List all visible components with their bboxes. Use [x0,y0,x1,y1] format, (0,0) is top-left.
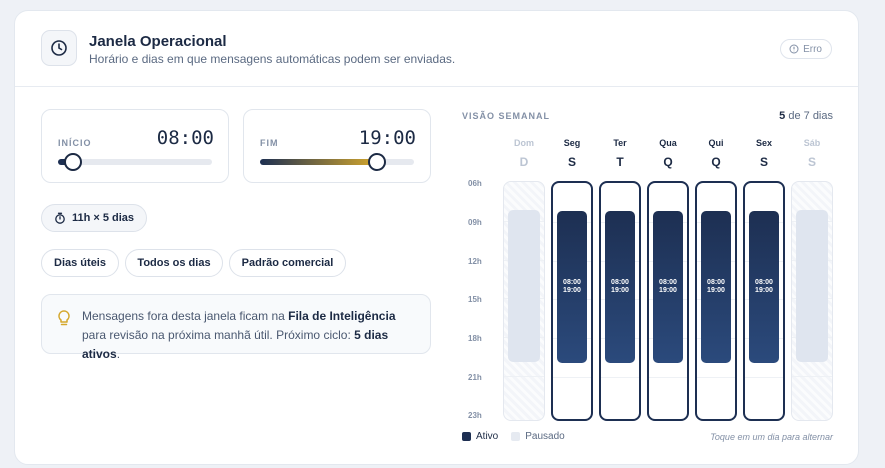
block-start-time: 08:00 [707,279,725,287]
active-time-block: 08:00 19:00 [653,210,683,364]
toggle-hint: Toque em um dia para alternar [710,432,833,442]
day-column-toggle[interactable] [791,181,833,421]
intelligence-queue-highlight: Fila de Inteligência [288,309,396,323]
day-column-toggle[interactable]: 08:00 19:00 [599,181,641,421]
next-cycle-value: 5 dias ativos [82,328,389,361]
legend: Ativo Pausado [462,431,565,442]
day-column-toggle[interactable]: 08:00 19:00 [647,181,689,421]
day-column-toggle[interactable]: 08:00 19:00 [695,181,737,421]
day-name: Dom [514,138,534,148]
start-time-card: INÍCIO 08:00 [41,109,229,183]
active-time-block: 08:00 19:00 [557,210,587,364]
clock-icon [41,30,77,66]
active-time-block: 08:00 19:00 [605,210,635,364]
block-end-time: 19:00 [659,287,677,295]
day-column-toggle[interactable]: 08:00 19:00 [743,181,785,421]
end-time-card: FIM 19:00 [243,109,431,183]
start-time-slider[interactable] [58,153,212,171]
weekly-view-label: VISÃO SEMANAL [462,111,551,121]
page-title: Janela Operacional [89,33,227,50]
grid-line [553,377,591,378]
end-time-label: FIM [260,138,279,148]
block-start-time: 08:00 [611,279,629,287]
start-time-value: 08:00 [156,127,214,149]
day-name: Seg [563,138,581,148]
day-name: Sex [755,138,772,148]
active-time-block: 08:00 19:00 [701,210,731,364]
day-letter: T [616,155,624,169]
day-name: Sáb [803,138,821,148]
block-end-time: 19:00 [611,287,629,295]
hour-label: 12h [468,257,482,266]
block-end-time: 19:00 [563,287,581,295]
end-time-value: 19:00 [358,127,416,149]
info-box: Mensagens fora desta janela ficam na Fil… [41,294,431,361]
day-name: Ter [613,138,627,148]
hour-label: 23h [468,411,482,420]
active-swatch [462,432,471,441]
paused-time-block [508,209,540,363]
legend-active-label: Ativo [476,431,499,442]
day-letter: S [807,155,816,169]
block-start-time: 08:00 [563,279,581,287]
day-letter: S [759,155,768,169]
day-letter: Q [711,155,721,169]
operational-window-card: Janela Operacional Horário e dias em que… [14,10,859,465]
preset-weekdays-button[interactable]: Dias úteis [41,249,119,277]
day-letter: Q [663,155,673,169]
end-slider-fill [260,159,378,165]
grid-line [697,377,735,378]
active-days-count: 5 de 7 dias [779,110,833,122]
hour-label: 15h [468,295,482,304]
block-start-time: 08:00 [659,279,677,287]
day-column-toggle[interactable]: 08:00 19:00 [551,181,593,421]
paused-swatch [511,432,521,441]
page-subtitle: Horário e dias em que mensagens automáti… [89,52,456,66]
hour-label: 21h [468,373,482,382]
grid-line [601,377,639,378]
day-letter: S [567,155,576,169]
active-time-block: 08:00 19:00 [749,210,779,364]
legend-paused-label: Pausado [525,431,565,442]
paused-time-block [796,209,828,363]
day-name: Qua [659,138,677,148]
end-time-slider[interactable] [260,153,414,171]
lightbulb-icon [56,309,72,332]
hour-label: 06h [468,179,482,188]
duration-chip: 11h × 5 dias [41,204,147,232]
card-header: Janela Operacional Horário e dias em que… [15,11,858,87]
grid-line [649,377,687,378]
block-start-time: 08:00 [755,279,773,287]
hour-label: 09h [468,218,482,227]
grid-line [504,376,544,377]
info-circle-icon [789,44,799,54]
day-letter: D [519,155,529,169]
status-badge: Erro [780,39,832,59]
day-column-toggle[interactable] [503,181,545,421]
start-time-label: INÍCIO [58,138,92,148]
block-end-time: 19:00 [755,287,773,295]
day-name: Qui [708,138,724,148]
duration-label: 11h × 5 dias [71,212,135,224]
preset-business-hours-button[interactable]: Padrão comercial [229,249,346,277]
preset-all-days-button[interactable]: Todos os dias [125,249,223,277]
grid-line [792,376,832,377]
start-slider-handle[interactable] [64,153,83,171]
info-message: Mensagens fora desta janela ficam na Fil… [82,309,396,361]
stopwatch-icon [55,212,65,224]
status-badge-label: Erro [803,43,822,55]
grid-line [745,377,783,378]
block-end-time: 19:00 [707,287,725,295]
end-slider-handle[interactable] [368,153,387,171]
hour-label: 18h [468,334,482,343]
